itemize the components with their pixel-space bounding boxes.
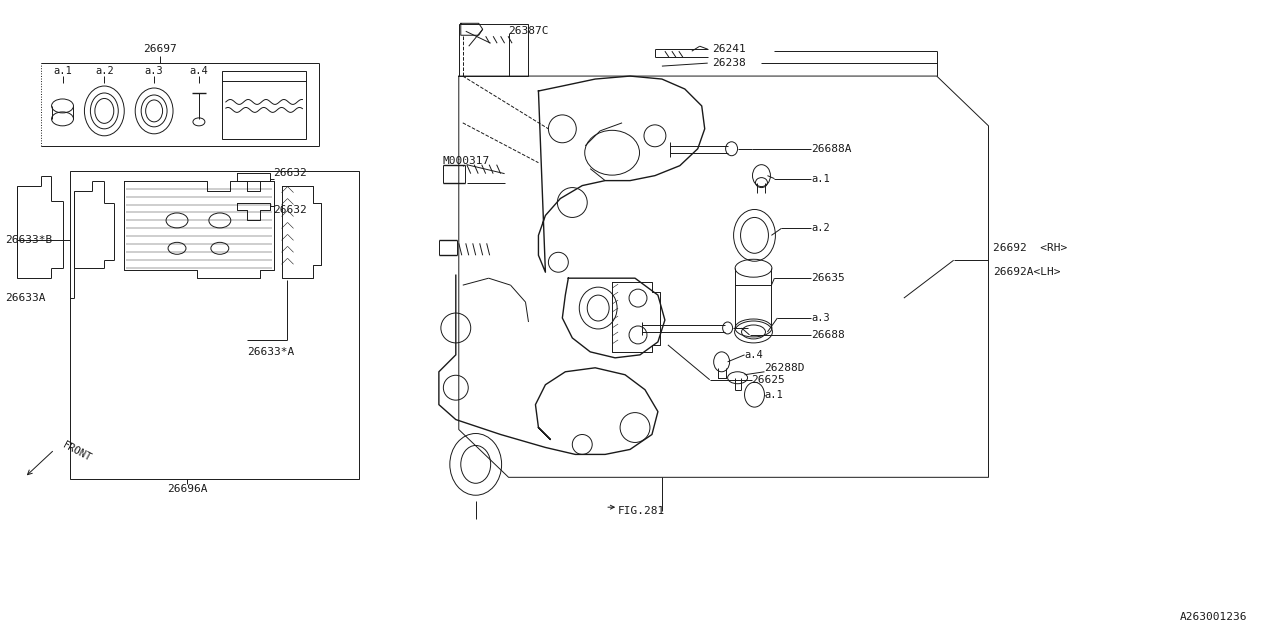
Text: a.1: a.1 <box>54 66 72 76</box>
Text: a.3: a.3 <box>145 66 164 76</box>
Bar <box>458 24 529 76</box>
Text: 26625: 26625 <box>751 375 785 385</box>
Text: 26288D: 26288D <box>764 363 805 372</box>
Text: 26696A: 26696A <box>166 484 207 494</box>
Text: 26633*A: 26633*A <box>247 347 294 357</box>
Text: a.3: a.3 <box>812 313 829 323</box>
Text: a.1: a.1 <box>764 390 783 399</box>
Text: 26688: 26688 <box>812 330 845 340</box>
Text: 26632: 26632 <box>274 168 307 178</box>
Text: 26241: 26241 <box>712 44 745 54</box>
Text: 26633*B: 26633*B <box>5 236 52 245</box>
Text: FIG.281: FIG.281 <box>618 506 666 516</box>
Text: a.4: a.4 <box>189 66 209 76</box>
Text: a.2: a.2 <box>95 66 114 76</box>
Text: 26387C: 26387C <box>508 26 549 36</box>
Text: FRONT: FRONT <box>60 440 93 463</box>
Bar <box>70 171 360 479</box>
Text: 26692  <RH>: 26692 <RH> <box>993 243 1068 253</box>
Text: 26635: 26635 <box>812 273 845 283</box>
Text: a.2: a.2 <box>812 223 829 234</box>
Text: 26633A: 26633A <box>5 293 45 303</box>
Text: 26697: 26697 <box>143 44 177 54</box>
Text: 26692A<LH>: 26692A<LH> <box>993 268 1061 277</box>
Text: 26632: 26632 <box>274 205 307 216</box>
Text: M000317: M000317 <box>443 156 490 166</box>
Text: a.1: a.1 <box>812 173 829 184</box>
Text: A263001236: A263001236 <box>1180 612 1247 621</box>
Text: 26238: 26238 <box>712 58 745 68</box>
Text: 26688A: 26688A <box>812 144 851 154</box>
Text: a.4: a.4 <box>745 350 763 360</box>
Bar <box>221 71 306 139</box>
